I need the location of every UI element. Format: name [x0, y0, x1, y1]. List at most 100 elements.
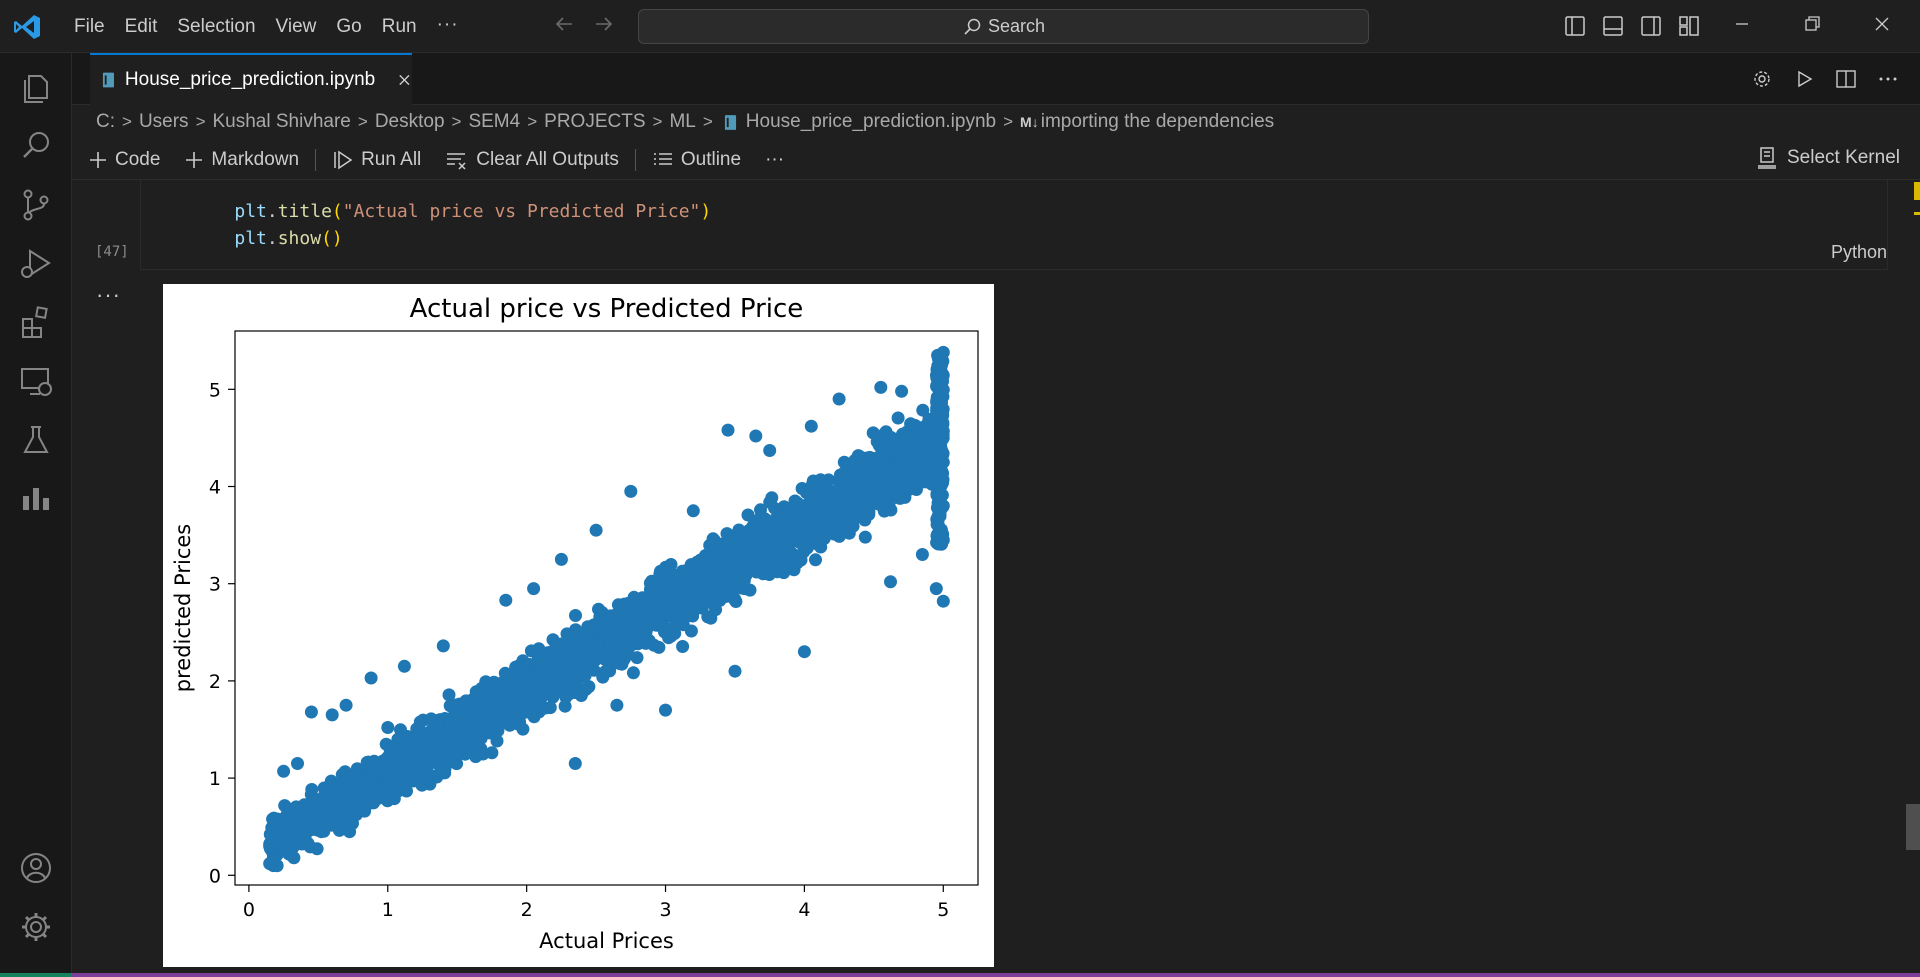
- scatter-point: [657, 625, 671, 639]
- run-icon[interactable]: [1792, 67, 1816, 91]
- breadcrumb-item[interactable]: SEM4: [468, 111, 521, 132]
- scatter-point: [804, 419, 818, 433]
- scatter-point: [308, 813, 322, 827]
- clear-all-outputs-button[interactable]: Clear All Outputs: [433, 149, 631, 171]
- scatter-point: [326, 801, 340, 815]
- restore-icon[interactable]: [1800, 12, 1824, 36]
- breadcrumb-current-section[interactable]: importing the dependencies: [1040, 111, 1275, 132]
- add-code-cell-button[interactable]: Code: [72, 149, 172, 171]
- scatter-point: [473, 714, 487, 728]
- remote-indicator[interactable]: [0, 973, 72, 977]
- scatter-point: [263, 857, 277, 871]
- scatter-point: [543, 687, 556, 700]
- scatter-point: [936, 455, 950, 469]
- scatter-point: [490, 734, 504, 748]
- run-debug-icon[interactable]: [16, 243, 56, 283]
- menu-edit[interactable]: Edit: [124, 16, 158, 37]
- scatter-point: [339, 698, 353, 712]
- back-arrow-icon[interactable]: [552, 12, 576, 36]
- scatter-point: [901, 483, 915, 497]
- scatter-point: [578, 669, 592, 683]
- scatter-point: [499, 593, 513, 607]
- testing-icon[interactable]: [16, 420, 56, 460]
- menu-run[interactable]: Run: [381, 16, 417, 37]
- run-all-button[interactable]: Run All: [320, 149, 433, 171]
- menu-view[interactable]: View: [275, 16, 317, 37]
- more-actions-icon[interactable]: [1876, 67, 1900, 91]
- cell-language-label[interactable]: Python: [1830, 242, 1887, 262]
- explorer-icon[interactable]: [16, 67, 56, 107]
- command-center-search[interactable]: Search: [638, 9, 1369, 44]
- scatter-point: [758, 522, 772, 536]
- scrollbar-change-marker: [1914, 212, 1920, 215]
- account-icon[interactable]: [16, 848, 56, 888]
- breadcrumb-item[interactable]: Users: [138, 111, 189, 132]
- scatter-point: [382, 775, 396, 789]
- outline-button[interactable]: Outline: [640, 149, 753, 171]
- scatter-point: [364, 671, 378, 685]
- breadcrumb-item[interactable]: Desktop: [374, 111, 445, 132]
- scatter-point: [769, 533, 783, 546]
- code-cell[interactable]: plt.title("Actual price vs Predicted Pri…: [140, 180, 1888, 270]
- chevron-right-icon: >: [195, 112, 206, 131]
- scatter-point: [305, 795, 319, 809]
- breadcrumb-item[interactable]: House_price_prediction.ipynb: [745, 111, 997, 132]
- editor-scrollbar-thumb[interactable]: [1906, 804, 1920, 850]
- toggle-secondary-sidebar-icon[interactable]: [1639, 14, 1663, 38]
- notebook-file-icon: [102, 72, 114, 88]
- breadcrumb-item[interactable]: ML: [669, 111, 696, 132]
- close-tab-icon[interactable]: [397, 72, 412, 88]
- tab-house-price-notebook[interactable]: House_price_prediction.ipynb: [90, 53, 412, 105]
- scatter-point: [326, 786, 339, 800]
- vscode-logo-icon[interactable]: [12, 13, 42, 41]
- code-line-show[interactable]: plt.show(): [191, 207, 342, 270]
- extensions-icon[interactable]: [16, 302, 56, 342]
- minimize-icon[interactable]: [1730, 12, 1754, 36]
- chart-icon[interactable]: [16, 478, 56, 518]
- scatter-point: [787, 548, 801, 562]
- notebook-settings-icon[interactable]: [1750, 67, 1774, 91]
- breadcrumb-item[interactable]: C:: [96, 111, 115, 132]
- scatter-point: [543, 701, 557, 715]
- source-control-icon[interactable]: [16, 185, 56, 225]
- x-tick-label: 1: [382, 899, 394, 921]
- y-tick-label: 4: [209, 477, 221, 499]
- output-more-icon[interactable]: ···: [96, 282, 121, 307]
- scatter-point: [851, 449, 865, 463]
- scatter-point: [704, 539, 717, 553]
- select-kernel-button[interactable]: Select Kernel: [1756, 146, 1900, 170]
- scatter-point: [459, 694, 473, 708]
- scatter-point: [917, 445, 931, 459]
- plus-icon: [90, 151, 106, 168]
- scatter-point: [908, 473, 922, 487]
- scatter-point: [366, 755, 380, 769]
- toggle-panel-icon[interactable]: [1601, 14, 1625, 38]
- customize-layout-icon[interactable]: [1677, 14, 1701, 38]
- search-icon[interactable]: [16, 126, 56, 166]
- settings-gear-icon[interactable]: [16, 907, 56, 947]
- remote-explorer-icon[interactable]: [16, 361, 56, 401]
- search-placeholder: Search: [987, 16, 1046, 36]
- toolbar-more-button[interactable]: ···: [753, 149, 796, 171]
- scatter-point: [630, 651, 644, 665]
- scatter-point: [627, 614, 641, 628]
- toggle-primary-sidebar-icon[interactable]: [1563, 14, 1587, 38]
- scatter-point: [325, 708, 339, 722]
- scatter-point: [932, 519, 945, 533]
- y-tick-label: 2: [209, 671, 221, 693]
- menu-file[interactable]: File: [74, 16, 105, 37]
- close-window-icon[interactable]: [1870, 12, 1894, 36]
- split-editor-icon[interactable]: [1834, 67, 1858, 91]
- scatter-point: [891, 411, 905, 425]
- menu-more-icon[interactable]: ···: [436, 14, 459, 35]
- scatter-point: [526, 671, 540, 685]
- add-markdown-cell-button[interactable]: Markdown: [172, 149, 311, 171]
- scatter-point: [275, 830, 289, 844]
- breadcrumb-item[interactable]: PROJECTS: [544, 111, 646, 132]
- menu-go[interactable]: Go: [336, 16, 362, 37]
- menu-selection[interactable]: Selection: [177, 16, 256, 37]
- forward-arrow-icon[interactable]: [592, 12, 616, 36]
- outline-icon: [653, 152, 672, 165]
- code-line-title[interactable]: plt.title("Actual price vs Predicted Pri…: [191, 180, 711, 243]
- breadcrumb-item[interactable]: Kushal Shivhare: [212, 111, 351, 132]
